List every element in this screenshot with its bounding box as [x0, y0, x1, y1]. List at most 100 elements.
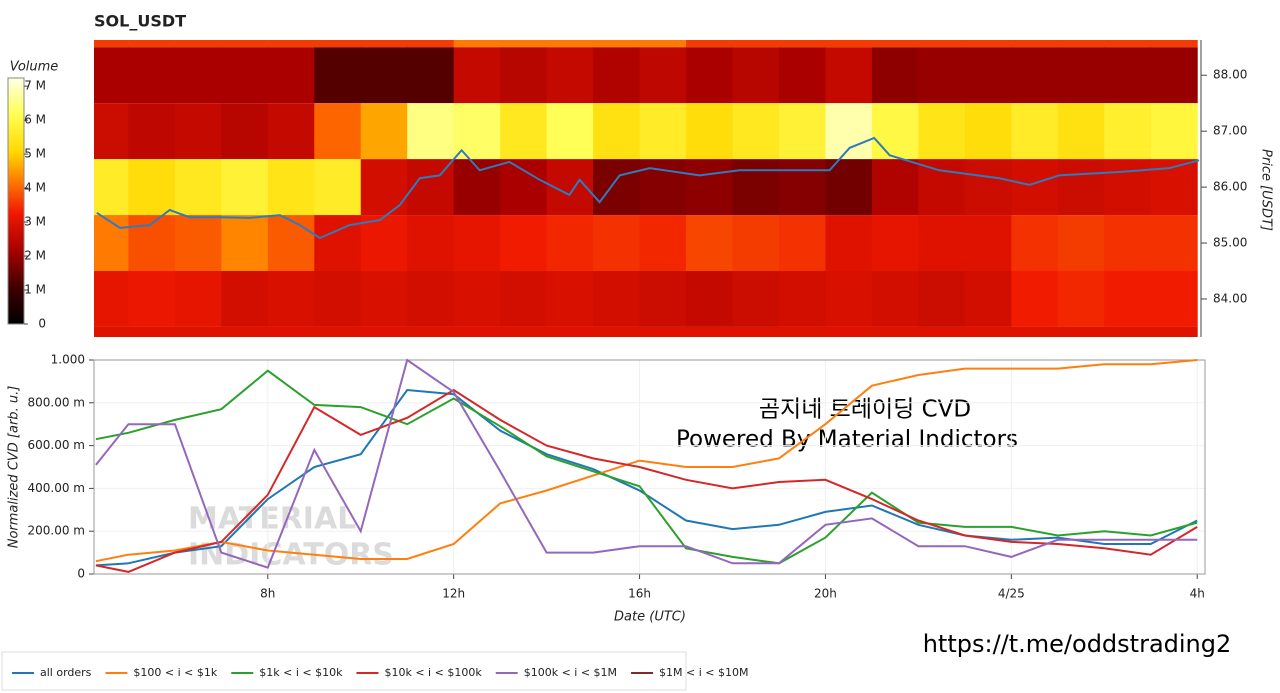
heat-cell — [453, 215, 501, 271]
heat-cell — [1104, 103, 1152, 160]
heat-cell — [732, 271, 780, 327]
heat-cell — [407, 40, 455, 48]
heat-cell — [221, 103, 269, 160]
y-tick-label: 400.00 m — [28, 481, 86, 495]
heat-cell — [128, 103, 176, 160]
heat-cell — [94, 215, 129, 271]
heat-cell — [778, 159, 826, 216]
heat-cell — [94, 40, 129, 48]
heat-cell — [732, 40, 780, 48]
heat-cell — [500, 47, 548, 104]
heat-cell — [1057, 215, 1105, 271]
heat-cell — [778, 103, 826, 160]
heat-cell — [825, 47, 873, 104]
cvd-line — [95, 359, 1198, 563]
heat-cell — [453, 47, 501, 104]
lines — [95, 358, 1198, 573]
heat-cell — [1057, 326, 1105, 337]
heat-cell — [686, 215, 734, 271]
heat-cell — [964, 215, 1012, 271]
heat-cell — [500, 103, 548, 160]
heat-cell — [221, 159, 269, 216]
heat-cell — [1150, 40, 1198, 48]
heat-cell — [732, 47, 780, 104]
x-tick-label: 4/25 — [998, 587, 1025, 601]
heat-cell — [407, 47, 455, 104]
price-line — [96, 136, 1200, 240]
heat-cell — [918, 40, 966, 48]
heat-cell — [1011, 159, 1059, 216]
heat-cell — [593, 271, 641, 327]
heat-cell — [128, 47, 176, 104]
heat-cell — [128, 40, 176, 48]
heat-cell — [1011, 103, 1059, 160]
heat-cell — [500, 271, 548, 327]
heat-cell — [453, 326, 501, 337]
heat-cell — [732, 103, 780, 160]
heat-cell — [732, 159, 780, 216]
legend-label: $100 < i < $1k — [133, 666, 217, 679]
x-tick-label: 12h — [442, 587, 465, 601]
heat-cell — [500, 215, 548, 271]
heat-cell — [360, 215, 408, 271]
cvd-line — [95, 369, 1198, 565]
heat-cell — [267, 103, 315, 160]
heat-cell — [964, 326, 1012, 337]
heat-cell — [825, 326, 873, 337]
heat-cell — [221, 47, 269, 104]
y-tick-label: 1.000 — [51, 353, 85, 367]
heat-cell — [964, 159, 1012, 216]
heat-cell — [221, 326, 269, 337]
x-tick-label: 8h — [260, 587, 275, 601]
heat-cell — [593, 103, 641, 160]
x-tick-label: 16h — [628, 587, 651, 601]
heat-cell — [918, 271, 966, 327]
heat-cell — [314, 326, 362, 337]
heat-cell — [546, 215, 594, 271]
heat-cell — [964, 40, 1012, 48]
cvd-line — [95, 388, 1198, 567]
heat-cell — [964, 271, 1012, 327]
heat-cell — [778, 326, 826, 337]
heat-cell — [1150, 326, 1198, 337]
y-axis-label: Price [USDT] — [1259, 149, 1274, 231]
chart-title: SOL_USDT — [94, 12, 186, 31]
heat-cell — [174, 159, 222, 216]
heat-cell — [639, 40, 687, 48]
heat-cell — [221, 40, 269, 48]
heat-cell — [267, 47, 315, 104]
heat-cell — [1104, 326, 1152, 337]
annotation: Powered By Material Indictors — [676, 427, 1018, 453]
y-tick-label: 200.00 m — [28, 524, 86, 538]
heat-cell — [94, 326, 129, 337]
heat-cell — [1150, 215, 1198, 271]
heat-cell — [825, 271, 873, 327]
heat-cell — [1104, 40, 1152, 48]
heat-cell — [360, 103, 408, 160]
heat-cell — [1057, 271, 1105, 327]
x-axis-label: Date (UTC) — [614, 610, 686, 625]
heat-cell — [918, 326, 966, 337]
heat-cell — [128, 326, 176, 337]
x-tick-label: 20h — [814, 587, 837, 601]
heat-cell — [825, 40, 873, 48]
heat-cell — [871, 103, 919, 160]
heat-cell — [871, 47, 919, 104]
heat-cell — [360, 47, 408, 104]
legend-frame — [1, 651, 687, 691]
colorbar-tick-label: 6 M — [24, 113, 46, 127]
plot-frame — [93, 359, 1206, 575]
heat-cell — [918, 215, 966, 271]
legend-label: $1k < i < $10k — [259, 666, 343, 679]
heat-cell — [267, 271, 315, 327]
heat-cell — [360, 159, 408, 216]
heat-cell — [639, 159, 687, 216]
heat-cell — [1011, 271, 1059, 327]
heat-cell — [407, 103, 455, 160]
heat-cell — [453, 271, 501, 327]
heat-cell — [407, 326, 455, 337]
legend-label: $1M < i < $10M — [659, 666, 748, 679]
heat-cell — [732, 215, 780, 271]
heat-cell — [918, 47, 966, 104]
